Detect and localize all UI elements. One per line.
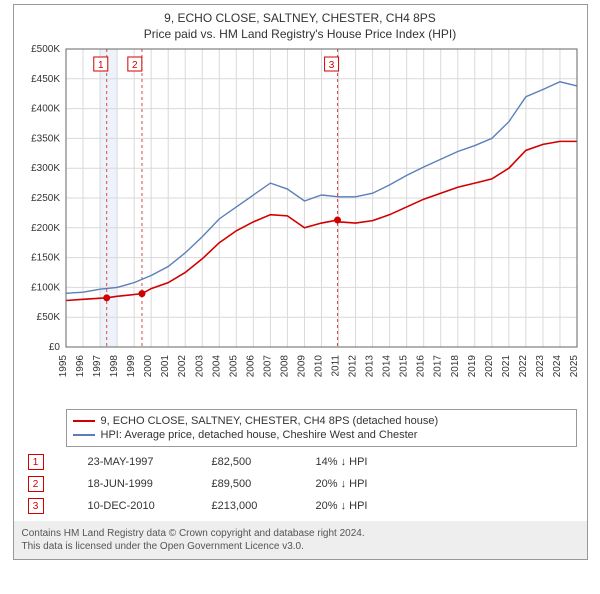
svg-text:2009: 2009 <box>296 355 307 378</box>
footer-line1: Contains HM Land Registry data © Crown c… <box>22 527 579 540</box>
event-date: 10-DEC-2010 <box>88 500 198 512</box>
svg-text:1995: 1995 <box>58 355 69 378</box>
svg-text:£0: £0 <box>48 342 60 353</box>
event-row: 1 23-MAY-1997 £82,500 14% ↓ HPI <box>28 451 577 473</box>
svg-text:2025: 2025 <box>569 355 580 378</box>
legend-swatch-hpi <box>73 434 95 436</box>
event-row: 3 10-DEC-2010 £213,000 20% ↓ HPI <box>28 495 577 517</box>
svg-text:2: 2 <box>132 60 138 71</box>
event-list: 1 23-MAY-1997 £82,500 14% ↓ HPI 2 18-JUN-1999… <box>28 451 577 517</box>
svg-text:£400K: £400K <box>31 104 60 115</box>
title-subtitle: Price paid vs. HM Land Registry's House … <box>14 27 587 41</box>
svg-text:£150K: £150K <box>31 253 60 264</box>
legend: 9, ECHO CLOSE, SALTNEY, CHESTER, CH4 8PS… <box>66 409 577 447</box>
svg-text:2007: 2007 <box>262 355 273 378</box>
footer: Contains HM Land Registry data © Crown c… <box>14 521 587 559</box>
event-price: £213,000 <box>212 500 302 512</box>
svg-text:2012: 2012 <box>347 355 358 378</box>
svg-text:2010: 2010 <box>313 355 324 378</box>
svg-text:2023: 2023 <box>534 355 545 378</box>
svg-text:1997: 1997 <box>92 355 103 378</box>
svg-text:2018: 2018 <box>449 355 460 378</box>
svg-text:£200K: £200K <box>31 223 60 234</box>
svg-text:2019: 2019 <box>466 355 477 378</box>
svg-text:2002: 2002 <box>177 355 188 378</box>
svg-text:2006: 2006 <box>245 355 256 378</box>
svg-text:£300K: £300K <box>31 163 60 174</box>
svg-text:2020: 2020 <box>483 355 494 378</box>
svg-text:1999: 1999 <box>126 355 137 378</box>
legend-label-hpi: HPI: Average price, detached house, Ches… <box>101 429 418 441</box>
chart: £0 £50K £100K £150K £200K £250K £300K £350K £400… <box>14 43 587 403</box>
chart-titles: 9, ECHO CLOSE, SALTNEY, CHESTER, CH4 8PS… <box>14 5 587 43</box>
legend-row-property: 9, ECHO CLOSE, SALTNEY, CHESTER, CH4 8PS… <box>73 414 570 428</box>
svg-text:2016: 2016 <box>415 355 426 378</box>
event-price: £89,500 <box>212 478 302 490</box>
svg-text:2000: 2000 <box>143 355 154 378</box>
legend-swatch-property <box>73 420 95 422</box>
svg-text:2024: 2024 <box>551 355 562 378</box>
svg-text:2017: 2017 <box>432 355 443 378</box>
chart-svg: £0 £50K £100K £150K £200K £250K £300K £350K £400… <box>14 43 589 403</box>
svg-text:£500K: £500K <box>31 44 60 55</box>
svg-text:2015: 2015 <box>398 355 409 378</box>
svg-text:2021: 2021 <box>500 355 511 378</box>
event-delta: 20% ↓ HPI <box>316 500 368 512</box>
event-badge: 1 <box>28 454 44 470</box>
event-delta: 20% ↓ HPI <box>316 478 368 490</box>
svg-text:£250K: £250K <box>31 193 60 204</box>
svg-text:1996: 1996 <box>75 355 86 378</box>
svg-text:1: 1 <box>97 60 103 71</box>
svg-text:1998: 1998 <box>109 355 120 378</box>
svg-text:£100K: £100K <box>31 282 60 293</box>
event-date: 23-MAY-1997 <box>88 456 198 468</box>
svg-text:2004: 2004 <box>211 355 222 378</box>
svg-text:2022: 2022 <box>517 355 528 378</box>
event-row: 2 18-JUN-1999 £89,500 20% ↓ HPI <box>28 473 577 495</box>
svg-text:2013: 2013 <box>364 355 375 378</box>
event-price: £82,500 <box>212 456 302 468</box>
svg-text:2008: 2008 <box>279 355 290 378</box>
footer-line2: This data is licensed under the Open Gov… <box>22 540 579 553</box>
svg-text:£450K: £450K <box>31 74 60 85</box>
svg-text:2014: 2014 <box>381 355 392 378</box>
event-badge: 3 <box>28 498 44 514</box>
svg-text:£350K: £350K <box>31 133 60 144</box>
svg-text:2011: 2011 <box>330 355 341 377</box>
title-address: 9, ECHO CLOSE, SALTNEY, CHESTER, CH4 8PS <box>14 11 587 25</box>
legend-row-hpi: HPI: Average price, detached house, Ches… <box>73 428 570 442</box>
svg-text:2001: 2001 <box>160 355 171 378</box>
svg-text:2003: 2003 <box>194 355 205 378</box>
svg-text:£50K: £50K <box>36 312 60 323</box>
main-panel: 9, ECHO CLOSE, SALTNEY, CHESTER, CH4 8PS… <box>13 4 588 560</box>
event-date: 18-JUN-1999 <box>88 478 198 490</box>
event-badge: 2 <box>28 476 44 492</box>
legend-label-property: 9, ECHO CLOSE, SALTNEY, CHESTER, CH4 8PS… <box>101 415 439 427</box>
svg-text:2005: 2005 <box>228 355 239 378</box>
svg-text:3: 3 <box>328 60 334 71</box>
event-delta: 14% ↓ HPI <box>316 456 368 468</box>
